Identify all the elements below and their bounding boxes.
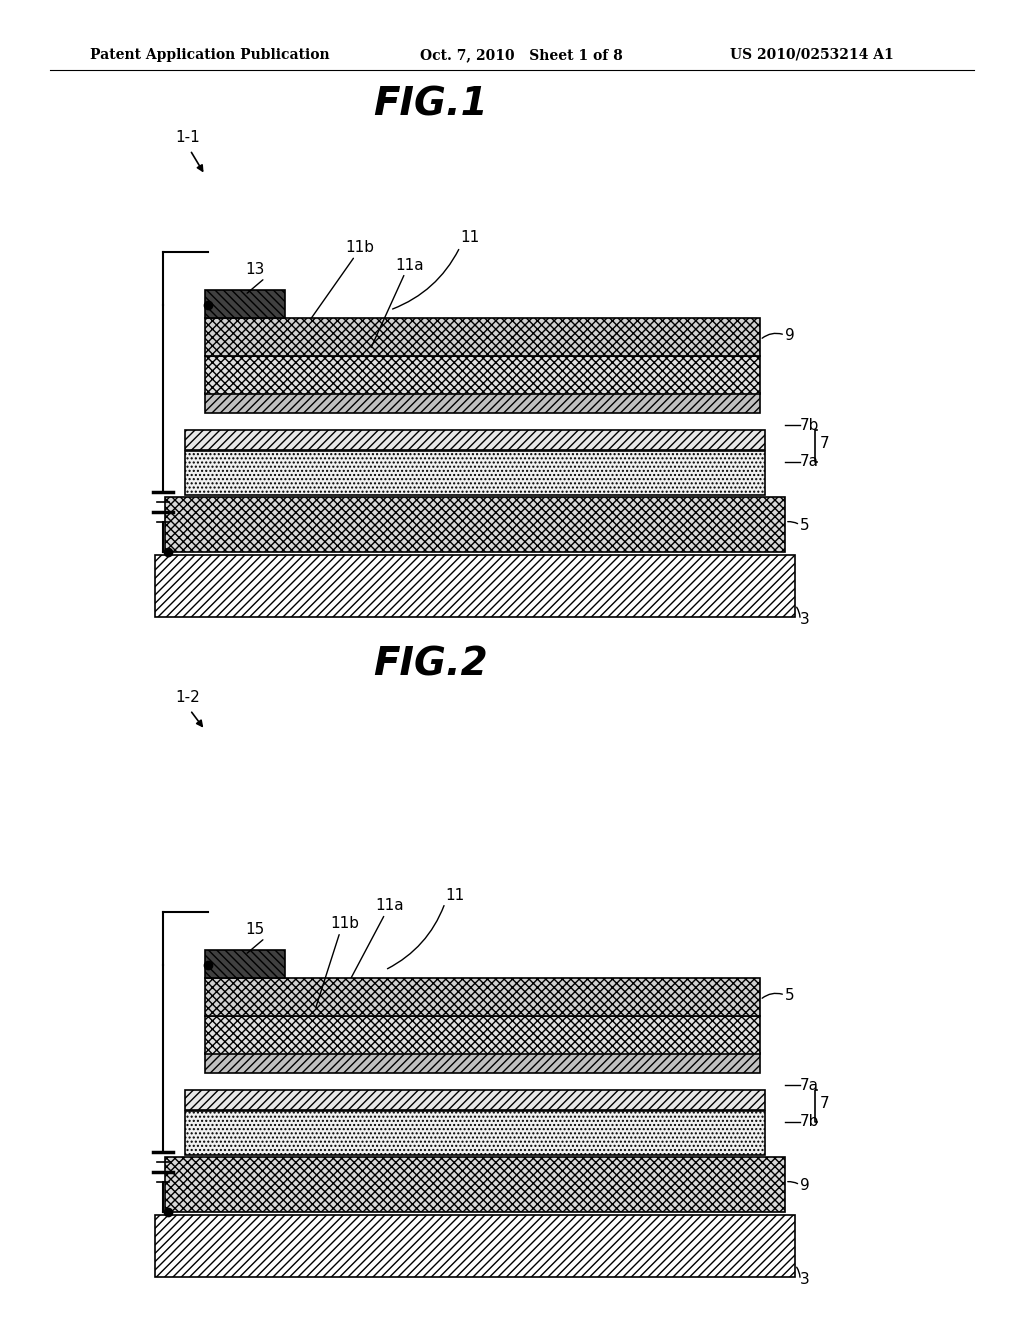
Text: FIG.1: FIG.1 — [373, 86, 487, 124]
Text: Oct. 7, 2010   Sheet 1 of 8: Oct. 7, 2010 Sheet 1 of 8 — [420, 48, 623, 62]
Text: 11b: 11b — [345, 240, 375, 256]
Bar — [205, 393, 760, 413]
Bar — [165, 1158, 785, 1212]
Text: 7: 7 — [820, 1096, 829, 1110]
Text: 5: 5 — [785, 987, 795, 1002]
Text: 7b: 7b — [800, 417, 819, 433]
Text: 1-2: 1-2 — [175, 689, 200, 705]
Bar — [165, 498, 785, 552]
Bar — [205, 978, 760, 1016]
Bar — [205, 356, 760, 393]
Text: 3: 3 — [800, 612, 810, 627]
Bar — [185, 451, 765, 495]
Text: Patent Application Publication: Patent Application Publication — [90, 48, 330, 62]
Text: 9: 9 — [785, 327, 795, 342]
Bar — [205, 1016, 760, 1053]
Text: 15: 15 — [246, 923, 264, 937]
Text: 9: 9 — [800, 1177, 810, 1192]
Text: 3: 3 — [800, 1272, 810, 1287]
Bar — [205, 1053, 760, 1073]
Bar — [185, 430, 765, 450]
Text: 1-1: 1-1 — [175, 131, 200, 145]
Text: 13: 13 — [246, 263, 264, 277]
Text: FIG.2: FIG.2 — [373, 645, 487, 684]
Bar — [205, 318, 760, 356]
Text: 11b: 11b — [331, 916, 359, 931]
Text: 11a: 11a — [376, 898, 404, 912]
Bar — [205, 950, 285, 978]
Text: 7a: 7a — [800, 454, 819, 470]
Text: 7: 7 — [820, 436, 829, 450]
Bar — [205, 290, 285, 318]
Bar — [185, 1111, 765, 1155]
Bar — [185, 1090, 765, 1110]
Bar — [155, 1214, 795, 1276]
Text: 7b: 7b — [800, 1114, 819, 1130]
Text: 7a: 7a — [800, 1077, 819, 1093]
Bar — [155, 554, 795, 616]
Text: US 2010/0253214 A1: US 2010/0253214 A1 — [730, 48, 894, 62]
Text: 11: 11 — [445, 887, 465, 903]
Text: 5: 5 — [800, 517, 810, 532]
Text: 11: 11 — [461, 231, 479, 246]
Text: 11a: 11a — [395, 257, 424, 272]
